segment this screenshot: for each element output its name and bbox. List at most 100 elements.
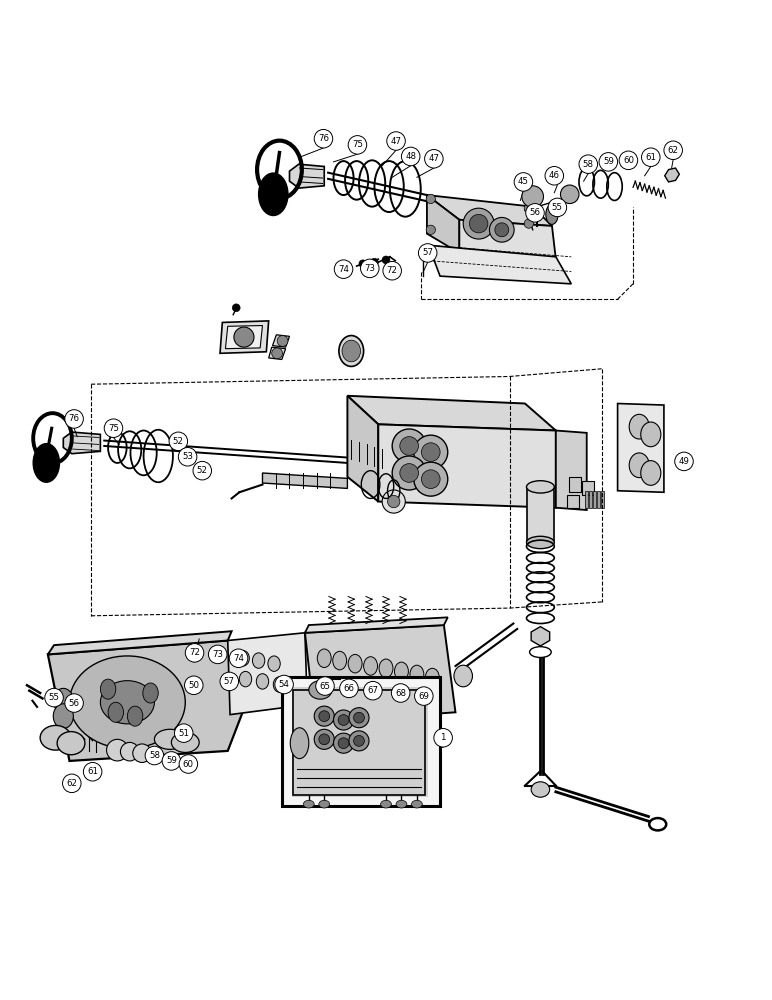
Text: 57: 57 — [224, 677, 235, 686]
Circle shape — [334, 260, 353, 278]
Ellipse shape — [338, 715, 349, 725]
Bar — [569, 477, 581, 492]
Ellipse shape — [317, 649, 331, 668]
Bar — [282, 677, 440, 806]
Circle shape — [179, 755, 198, 773]
Ellipse shape — [339, 336, 364, 366]
Text: 50: 50 — [188, 681, 199, 690]
Ellipse shape — [314, 706, 334, 726]
Text: 65: 65 — [320, 682, 330, 691]
Text: 62: 62 — [66, 779, 77, 788]
Polygon shape — [531, 627, 550, 646]
Polygon shape — [48, 631, 232, 654]
Bar — [589, 491, 592, 508]
Ellipse shape — [171, 732, 199, 752]
Ellipse shape — [364, 657, 378, 675]
Ellipse shape — [309, 681, 332, 699]
Circle shape — [383, 261, 401, 280]
Ellipse shape — [303, 800, 314, 808]
Polygon shape — [556, 431, 587, 510]
Polygon shape — [347, 396, 378, 502]
Ellipse shape — [277, 336, 288, 346]
Ellipse shape — [133, 744, 151, 762]
Ellipse shape — [232, 304, 240, 312]
Text: 45: 45 — [518, 177, 529, 186]
Ellipse shape — [333, 651, 347, 670]
Ellipse shape — [371, 258, 378, 266]
Circle shape — [418, 244, 437, 262]
Circle shape — [387, 132, 405, 150]
Circle shape — [178, 448, 197, 466]
Bar — [601, 491, 604, 508]
Ellipse shape — [463, 208, 494, 239]
Ellipse shape — [338, 738, 349, 749]
Ellipse shape — [495, 223, 509, 237]
Ellipse shape — [237, 651, 249, 666]
Text: 66: 66 — [344, 684, 354, 693]
Polygon shape — [262, 473, 347, 488]
Ellipse shape — [290, 728, 309, 759]
Text: 74: 74 — [338, 265, 349, 274]
Ellipse shape — [334, 710, 354, 730]
Ellipse shape — [422, 443, 440, 461]
Text: 47: 47 — [391, 137, 401, 146]
Ellipse shape — [400, 464, 418, 482]
Ellipse shape — [268, 656, 280, 671]
Ellipse shape — [379, 659, 393, 678]
Ellipse shape — [53, 704, 73, 729]
Ellipse shape — [382, 490, 405, 513]
Circle shape — [83, 762, 102, 781]
Text: 69: 69 — [418, 692, 429, 701]
Ellipse shape — [641, 422, 661, 447]
Ellipse shape — [454, 665, 472, 687]
Circle shape — [229, 649, 248, 668]
Ellipse shape — [349, 708, 369, 728]
Ellipse shape — [107, 739, 128, 761]
Ellipse shape — [100, 679, 116, 699]
Text: 73: 73 — [212, 650, 223, 659]
Circle shape — [391, 684, 410, 702]
Circle shape — [275, 675, 293, 694]
Ellipse shape — [252, 653, 265, 668]
Text: 54: 54 — [279, 680, 290, 689]
Ellipse shape — [426, 194, 435, 204]
Text: 68: 68 — [395, 688, 406, 698]
Bar — [582, 481, 594, 495]
Circle shape — [579, 155, 598, 173]
Circle shape — [145, 746, 164, 765]
Ellipse shape — [414, 462, 448, 496]
Circle shape — [65, 694, 83, 712]
Ellipse shape — [100, 681, 154, 724]
Text: 62: 62 — [668, 146, 679, 155]
Circle shape — [599, 153, 618, 171]
Ellipse shape — [349, 731, 369, 751]
Text: 60: 60 — [183, 760, 194, 769]
Text: 72: 72 — [387, 266, 398, 275]
Circle shape — [361, 259, 379, 278]
Bar — [567, 495, 579, 508]
Ellipse shape — [239, 671, 252, 687]
Polygon shape — [305, 617, 448, 633]
Ellipse shape — [410, 665, 424, 684]
Text: 58: 58 — [583, 160, 594, 169]
Polygon shape — [269, 347, 286, 359]
Text: 56: 56 — [69, 699, 80, 708]
Ellipse shape — [272, 348, 283, 359]
Text: 55: 55 — [552, 203, 563, 212]
Circle shape — [675, 452, 693, 471]
Ellipse shape — [33, 444, 59, 482]
Text: 53: 53 — [182, 452, 193, 461]
Ellipse shape — [425, 668, 439, 687]
Text: 55: 55 — [49, 693, 59, 702]
Circle shape — [169, 432, 188, 451]
Circle shape — [104, 419, 123, 437]
Text: 56: 56 — [530, 208, 540, 217]
Polygon shape — [63, 432, 100, 454]
Ellipse shape — [641, 461, 661, 485]
Polygon shape — [290, 164, 324, 188]
Circle shape — [545, 166, 564, 185]
Polygon shape — [459, 220, 556, 259]
Circle shape — [548, 198, 567, 217]
Ellipse shape — [57, 732, 85, 755]
Ellipse shape — [120, 742, 139, 761]
